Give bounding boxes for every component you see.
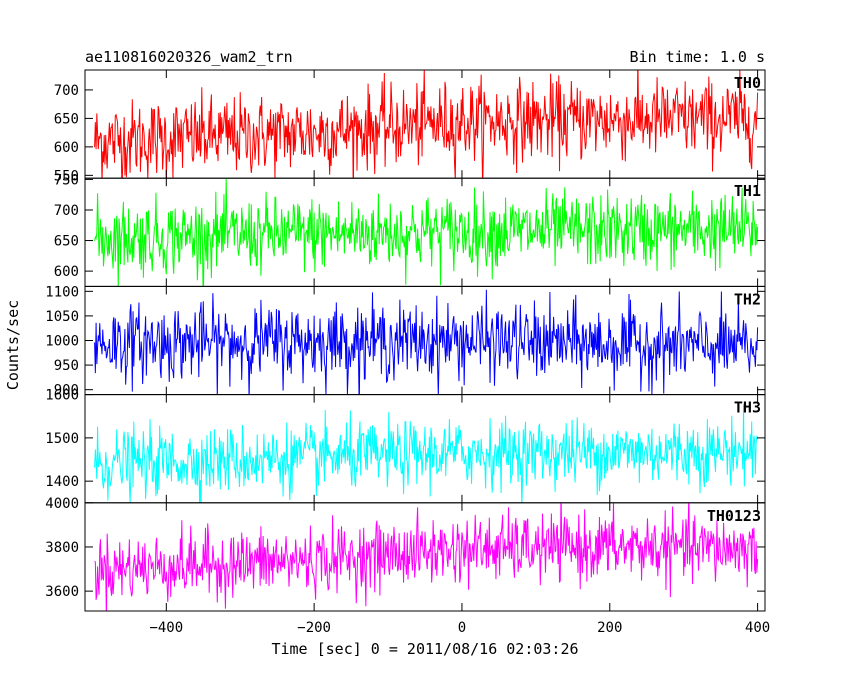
- y-tick-label: 950: [54, 358, 79, 374]
- x-tick-label: 200: [597, 620, 622, 636]
- x-axis: −400 −200 0 200 400: [149, 620, 770, 636]
- y-tick-label: 600: [54, 264, 79, 280]
- y-tick-label: 650: [54, 111, 79, 127]
- panel-label-th1: TH1: [734, 182, 761, 200]
- y-tick-label: 550: [54, 168, 79, 184]
- y-tick-label: 3600: [45, 584, 79, 600]
- y-tick-label: 1050: [45, 309, 79, 325]
- y-axis-label: Counts/sec: [4, 300, 22, 390]
- x-tick-label: −200: [297, 620, 331, 636]
- x-tick-label: 400: [745, 620, 770, 636]
- series-line-th0123: [94, 502, 759, 611]
- y-tick-label: 1500: [45, 431, 79, 447]
- panel-label-th3: TH3: [734, 399, 761, 417]
- y-tick-label: 3800: [45, 540, 79, 556]
- panel-th0123: 3600 3800 4000 TH0123: [45, 496, 766, 612]
- series-line-th0: [94, 70, 759, 179]
- y-tick-label: 600: [54, 140, 79, 156]
- series-line-th2: [94, 289, 759, 395]
- panels-group: 550 600 650 700 TH0 600 650 700 750 TH1 900 950 1000…: [45, 69, 766, 612]
- y-tick-label: 1000: [45, 334, 79, 350]
- panel-frame: [84, 502, 766, 612]
- series-line-th3: [94, 404, 759, 503]
- bin-time-label: Bin time: 1.0 s: [630, 48, 765, 66]
- panel-th2: 900 950 1000 1050 1100 TH2: [45, 284, 766, 399]
- x-tick-label: −400: [149, 620, 183, 636]
- panel-th3: 1400 1500 1600 TH3: [45, 388, 766, 504]
- y-tick-label: 700: [54, 83, 79, 99]
- panel-label-th0123: TH0123: [707, 507, 761, 525]
- panel-label-th0: TH0: [734, 74, 761, 92]
- y-tick-label: 650: [54, 234, 79, 250]
- y-tick-label: 1100: [45, 284, 79, 300]
- panel-th0: 550 600 650 700 TH0: [54, 69, 766, 184]
- y-tick-label: 1400: [45, 474, 79, 490]
- y-tick-label: 1600: [45, 388, 79, 404]
- y-tick-label: 900: [54, 383, 79, 399]
- y-tick-label: 700: [54, 203, 79, 219]
- panel-th1: 600 650 700 750 TH1: [54, 172, 766, 287]
- chart-title: ae110816020326_wam2_trn: [85, 48, 293, 66]
- panel-label-th2: TH2: [734, 290, 761, 308]
- series-line-th1: [94, 178, 759, 287]
- y-tick-label: 4000: [45, 496, 79, 512]
- x-tick-label: 0: [458, 620, 466, 636]
- x-axis-label: Time [sec] 0 = 2011/08/16 02:03:26: [271, 640, 578, 658]
- y-tick-label: 750: [54, 172, 79, 188]
